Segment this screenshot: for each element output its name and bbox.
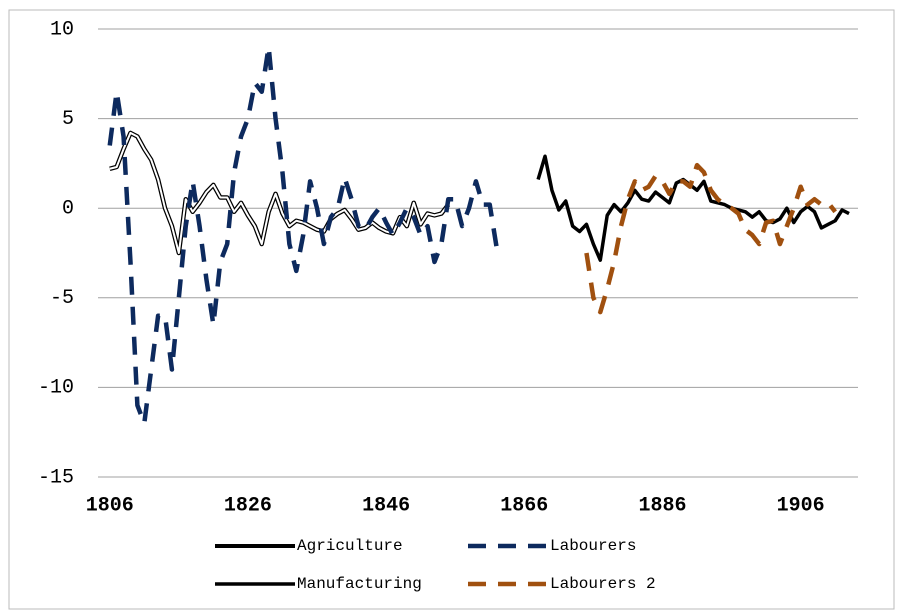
legend-label: Agriculture <box>297 537 403 555</box>
y-tick-label: 0 <box>62 197 74 220</box>
chart-frame <box>8 9 895 610</box>
y-tick-label: 10 <box>50 18 74 41</box>
y-tick-label: 5 <box>62 108 74 131</box>
x-tick-label: 1866 <box>500 494 548 517</box>
y-tick-label: -10 <box>38 377 74 400</box>
series-line <box>584 162 837 315</box>
legend-label: Labourers 2 <box>550 575 656 593</box>
legend-label: Labourers <box>550 537 636 555</box>
x-tick-label: 1826 <box>224 494 272 517</box>
y-tick-label: -5 <box>50 287 74 310</box>
y-tick-label: -15 <box>38 466 74 489</box>
x-tick-label: 1906 <box>777 494 825 517</box>
series-line <box>107 44 499 426</box>
legend-label: Manufacturing <box>297 575 422 593</box>
x-tick-label: 1886 <box>638 494 686 517</box>
series-line <box>536 154 850 262</box>
x-tick-label: 1806 <box>86 494 134 517</box>
x-tick-label: 1846 <box>362 494 410 517</box>
